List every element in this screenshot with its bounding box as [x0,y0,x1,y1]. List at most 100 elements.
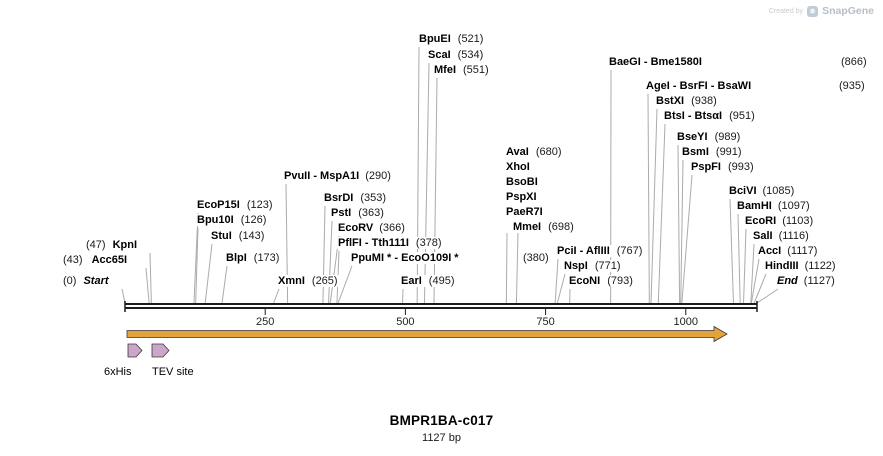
cut-position: (173) [253,252,280,264]
site-label-ecorv[interactable]: EcoRV (366) [337,222,406,234]
site-label-btsi-bts-i[interactable]: BtsI - BtsαI (951) [663,110,756,122]
leader-line-pspfi [681,174,693,304]
enzyme-name: SalI [753,230,773,242]
cut-position: (551) [463,64,489,76]
cut-position: (126) [240,214,267,226]
cut-position: (378) [415,237,442,249]
site-label-bseyi[interactable]: BseYI (989) [676,131,742,143]
enzyme-name: EcoRI [745,215,777,227]
cut-position-agei-bsrfi-bsawi: (935) [838,80,866,92]
site-label-eari[interactable]: EarI (495) [400,275,456,287]
enzyme-name: BlpI [226,252,247,264]
leader-line-mfei [433,77,438,304]
site-label-sali[interactable]: SalI (1116) [752,230,810,242]
enzyme-name: PvuII - MspA1I [284,170,360,182]
enzyme-name: BseYI [677,131,708,143]
site-label-acci[interactable]: AccI (1117) [757,245,819,257]
site-label-mfei[interactable]: MfeI (551) [433,64,490,76]
cut-position: (1097) [777,200,810,212]
site-label-ecori[interactable]: EcoRI (1103) [744,215,815,227]
feature-arrow-6xhis[interactable] [127,343,143,358]
enzyme-name: KpnI [112,239,138,251]
site-label-bsrdi[interactable]: BsrDI (353) [323,192,388,204]
cut-position: (353) [360,192,387,204]
site-label-bamhi[interactable]: BamHI (1097) [736,200,811,212]
site-label-pflfi-tth111i[interactable]: PflFI - Tth111I (378) [337,237,443,249]
site-label-acc65i[interactable]: (43) Acc65I [62,254,129,266]
site-label-bpu10i[interactable]: Bpu10I (126) [196,214,268,226]
cut-position: (793) [607,275,633,287]
enzyme-name: XhoI [506,161,530,173]
cut-position: (363) [358,207,384,219]
site-label-pspxi[interactable]: PspXI [505,191,538,203]
site-label-end[interactable]: End (1127) [776,275,836,287]
feature-arrow-tev-site[interactable] [151,343,170,358]
site-label-blpi[interactable]: BlpI (173) [225,252,281,264]
leader-line-agei-bsrfi-bsawi [647,93,650,304]
cut-position: (935) [839,80,865,92]
site-label-paer7i[interactable]: PaeR7I [505,206,544,218]
site-label-mmei[interactable]: MmeI (698) [512,221,575,233]
enzyme-name: Acc65I [91,254,128,266]
leader-line-bpu10i [195,227,199,304]
site-label-pspfi[interactable]: PspFI (993) [690,161,755,173]
site-label-start[interactable]: (0) Start [62,275,110,287]
cut-position: (767) [616,245,643,257]
enzyme-name: PflFI - Tth111I [338,237,409,249]
enzyme-name: Start [83,275,109,287]
site-label-stui[interactable]: StuI (143) [210,230,266,242]
site-label-xmni[interactable]: XmnI (265) [277,275,339,287]
cut-position: (290) [365,170,391,182]
snapgene-logo-icon: ❅ [807,5,819,17]
site-label-bstxi[interactable]: BstXI (938) [655,95,718,107]
site-label-bsmi[interactable]: BsmI (991) [681,146,743,158]
site-label-ppumi-ecoo109i[interactable]: PpuMI * - EcoO109I * [350,252,460,264]
site-label-pvuii-mspa1i[interactable]: PvuII - MspA1I (290) [283,170,392,182]
cut-position: (1085) [762,185,795,197]
cut-position: (534) [457,49,484,61]
leader-line-bcivi [729,198,734,304]
enzyme-name: MmeI [513,221,542,233]
feature-label-tev-site: TEV site [152,366,194,378]
site-label-bsobi[interactable]: BsoBI [505,176,539,188]
enzyme-name: BaeGI - Bme1580I [609,56,702,68]
site-label-xhoi[interactable]: XhoI [505,161,531,173]
enzyme-name: PspXI [506,191,537,203]
leader-line-ecop15i [193,212,199,304]
leader-line-blpi [221,265,228,304]
site-label-agei-bsrfi-bsawi[interactable]: AgeI - BsrFI - BsaWI [645,80,753,92]
leader-line-hindiii [753,273,767,304]
site-label-baegi-bme1580i[interactable]: BaeGI - Bme1580I [608,56,703,68]
axis-tick-label: 250 [256,316,275,328]
site-label-hindiii[interactable]: HindIII (1122) [764,260,837,272]
site-label-psti[interactable]: PstI (363) [330,207,385,219]
site-label-kpni[interactable]: (47) KpnI [85,239,139,251]
watermark-prefix: Created by [768,7,804,15]
enzyme-name: Bpu10I [197,214,234,226]
leader-line-acc65i [145,267,150,304]
enzyme-name: BamHI [737,200,772,212]
axis-tick-label: 1000 [673,316,699,328]
orf-arrow[interactable] [126,325,728,343]
leader-line-kpni [149,252,152,304]
site-label-ecop15i[interactable]: EcoP15I (123) [196,199,274,211]
enzyme-name: PstI [331,207,352,219]
cut-position: (265) [311,275,338,287]
leader-line-pcii-afliii [554,258,559,304]
site-label-econi[interactable]: EcoNI (793) [568,275,634,287]
site-label-pcii-afliii[interactable]: PciI - AflIII (767) [556,245,644,257]
site-label-bcivi[interactable]: BciVI (1085) [728,185,796,197]
enzyme-name: AgeI - BsrFI - BsaWI [646,80,752,92]
enzyme-name: BsoBI [506,176,538,188]
feature-label-6xhis: 6xHis [104,366,132,378]
site-label-avai[interactable]: AvaI (680) [505,146,563,158]
cut-position: (0) [63,275,77,287]
enzyme-name: BsrDI [324,192,354,204]
enzyme-name: MfeI [434,64,456,76]
site-label-bpuei[interactable]: BpuEI (521) [418,33,485,45]
site-label-scai[interactable]: ScaI (534) [427,49,485,61]
map-title: BMPR1BA-c017 [389,413,494,428]
site-label-nspi[interactable]: NspI (771) [563,260,622,272]
